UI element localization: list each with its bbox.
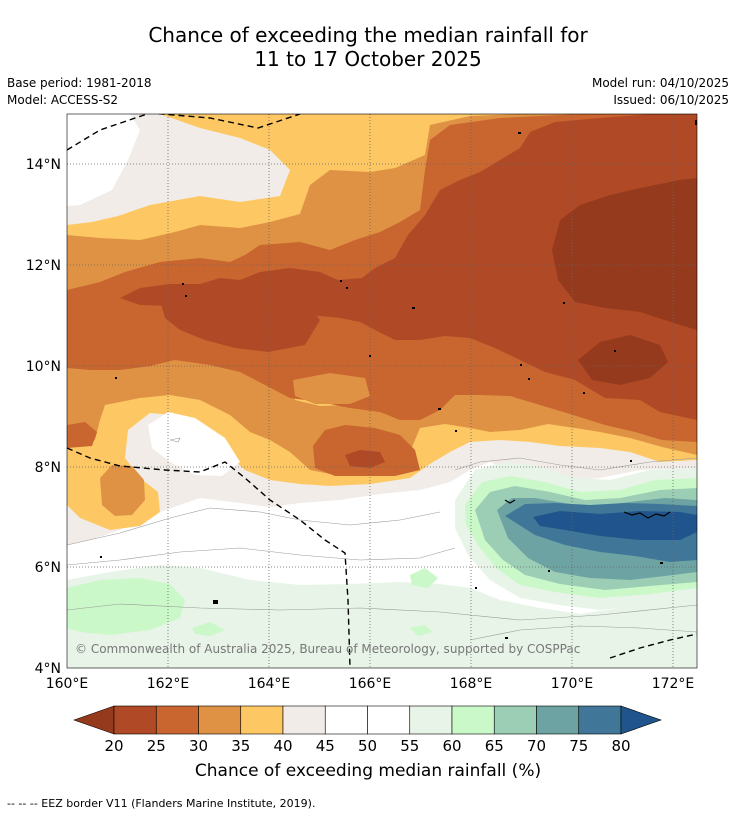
colorbar-segment: [493, 705, 537, 735]
lat-label-4n: 4°N: [35, 661, 61, 677]
lon-axis-labels: 160°E 162°E 164°E 166°E 168°E 170°E 172°…: [46, 676, 695, 692]
colorbar-label: 75: [569, 737, 588, 755]
map-frame: [66, 113, 698, 669]
colorbar-label: 70: [527, 737, 546, 755]
gridlines: [67, 114, 697, 668]
colorbar-label: 20: [104, 737, 123, 755]
copyright-notice: © Commonwealth of Australia 2025, Bureau…: [75, 642, 580, 656]
band-below-20-secondary: [578, 335, 668, 385]
eez-border-lines: [67, 114, 697, 668]
band-60-65-small-patch-3: [410, 625, 432, 636]
lat-label-12n: 12°N: [26, 258, 61, 274]
lat-axis-labels: 14°N 12°N 10°N 8°N 6°N 4°N: [26, 157, 61, 677]
colorbar-segment: [324, 705, 368, 735]
colorbar-segment: [282, 705, 326, 735]
colorbar-label: 50: [358, 737, 377, 755]
band-45-50-northwest-patch: [67, 114, 140, 206]
lon-label-166e: 166°E: [349, 676, 392, 692]
lat-label-14n: 14°N: [26, 157, 61, 173]
band-60-65-west-patch: [67, 578, 185, 635]
band-60-65-small-patch-2: [192, 622, 225, 636]
island-markers: [100, 120, 697, 639]
lon-label-168e: 168°E: [450, 676, 493, 692]
colorbar-segment: [113, 705, 157, 735]
colorbar-label: 60: [442, 737, 461, 755]
lat-label-8n: 8°N: [35, 460, 61, 476]
colorbar-segment: [536, 705, 580, 735]
eez-legend-note: -- -- -- EEZ border V11 (Flanders Marine…: [7, 797, 316, 810]
band-30-35-west-patch: [100, 465, 145, 516]
base-period-label: Base period: 1981-2018: [7, 76, 152, 90]
band-25-30-south-patch: [313, 425, 420, 476]
colorbar-title: Chance of exceeding median rainfall (%): [194, 761, 542, 781]
colorbar-label: 40: [273, 737, 292, 755]
band-below-20-region: [552, 178, 697, 330]
model-label: Model: ACCESS-S2: [7, 93, 119, 107]
band-20-25-south-patch: [345, 450, 385, 468]
colorbar-segment: [578, 705, 622, 735]
colorbar-label: 35: [231, 737, 250, 755]
colorbar-label: 30: [189, 737, 208, 755]
band-20-25-west-core: [160, 282, 320, 352]
colorbar-segment: [367, 705, 411, 735]
colorbar-label: 25: [147, 737, 166, 755]
issued-label: Issued: 06/10/2025: [613, 93, 729, 107]
lat-label-10n: 10°N: [26, 359, 61, 375]
chart-title-line-1: Chance of exceeding the median rainfall …: [148, 23, 588, 47]
lon-label-172e: 172°E: [652, 676, 695, 692]
colorbar-label: 80: [611, 737, 630, 755]
colorbar-under-arrow: [73, 705, 115, 735]
colorbar-segment: [409, 705, 453, 735]
lat-label-6n: 6°N: [35, 560, 61, 576]
colorbar-label: 65: [485, 737, 504, 755]
rainfall-probability-map: [67, 114, 697, 668]
contour-lines: [67, 437, 697, 641]
colorbar-over-arrow: [620, 705, 662, 735]
lon-label-164e: 164°E: [248, 676, 291, 692]
colorbar: 20 25 30 35 40 45 50 55 60 65 70 75 80: [73, 705, 662, 755]
colorbar-segment: [240, 705, 284, 735]
band-55-60-region: [67, 565, 697, 668]
band-60-65-small-patch-1: [410, 568, 438, 588]
lon-label-160e: 160°E: [46, 676, 89, 692]
lon-label-162e: 162°E: [147, 676, 190, 692]
chart-title-line-2: 11 to 17 October 2025: [254, 47, 482, 71]
colorbar-label: 55: [400, 737, 419, 755]
band-45-50-west-patch: [148, 412, 240, 476]
model-run-label: Model run: 04/10/2025: [591, 76, 729, 90]
band-20-25-region: [120, 114, 697, 420]
band-above-80-region: [533, 511, 697, 540]
colorbar-segment: [155, 705, 199, 735]
band-30-35-hole: [293, 373, 370, 404]
colorbar-label: 45: [316, 737, 335, 755]
colorbar-segment: [451, 705, 495, 735]
island-chains: [504, 499, 671, 519]
lon-label-170e: 170°E: [551, 676, 594, 692]
band-25-30-west-patch: [67, 422, 97, 448]
colorbar-segment: [198, 705, 242, 735]
